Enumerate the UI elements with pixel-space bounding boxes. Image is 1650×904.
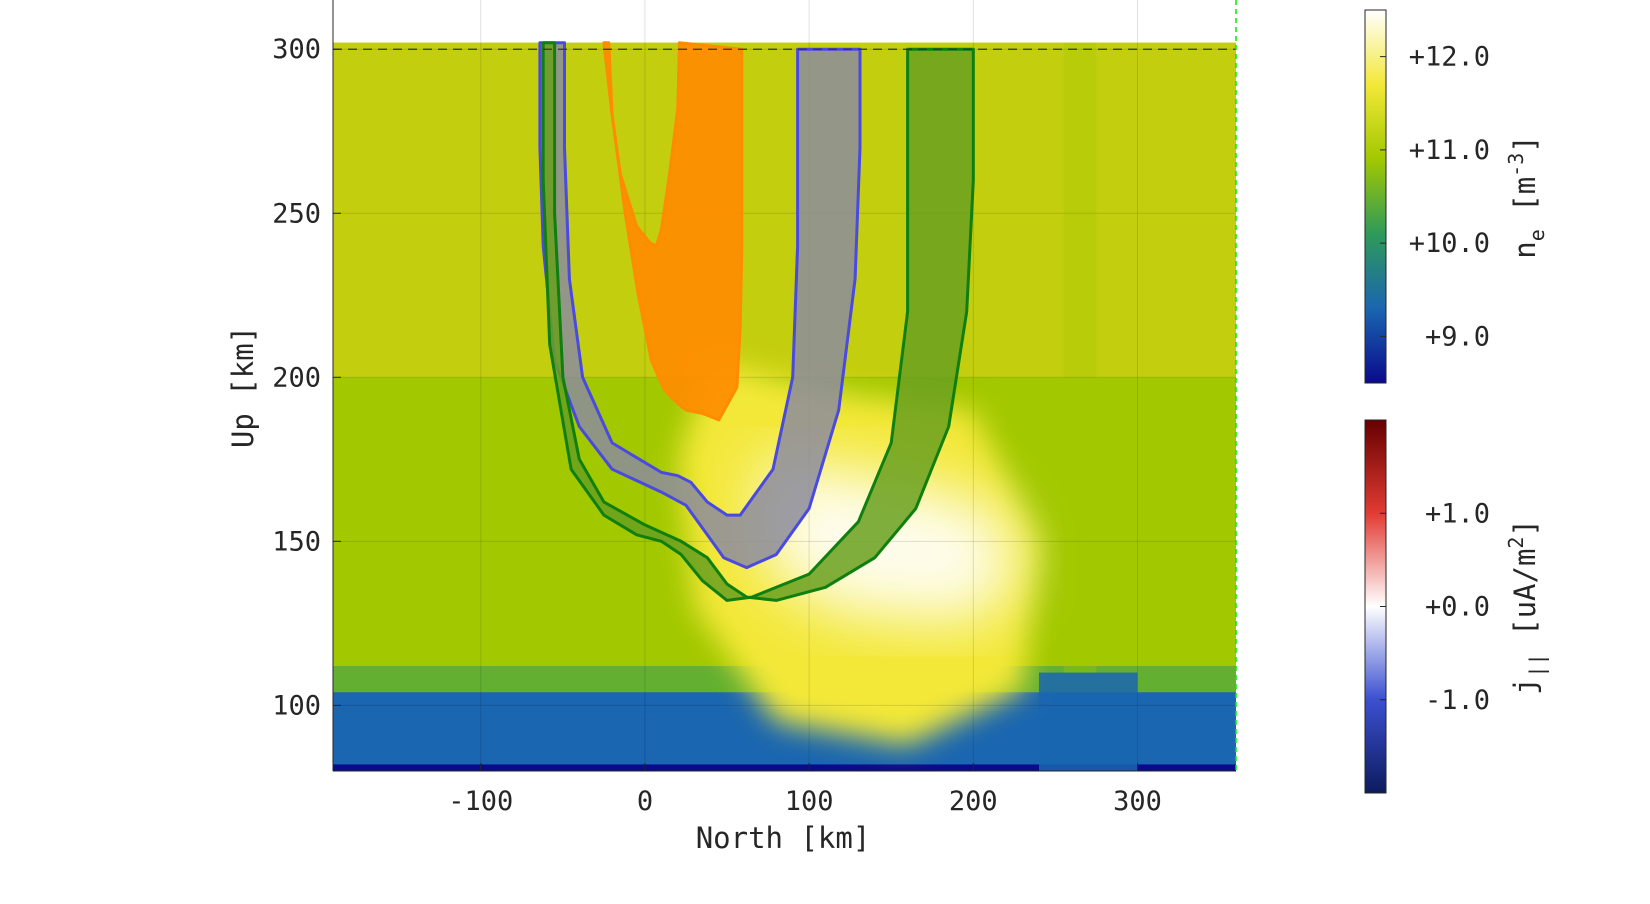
colorbar-tick-label: +1.0	[1425, 498, 1490, 529]
colorbar-tick-label: +12.0	[1409, 42, 1490, 73]
y-tick-label: 100	[272, 690, 321, 721]
density-colorbar: +9.0 +10.0 +11.0 +12.0 ne [m-3]	[1364, 9, 1549, 384]
y-tick-label: 300	[272, 34, 321, 65]
colorbar-tick-label: -1.0	[1425, 685, 1490, 716]
y-tick-label: 150	[272, 526, 321, 557]
flux-tube	[602, 41, 744, 422]
flux-tubes	[333, 41, 1236, 602]
density-colorbar-fill	[1364, 9, 1387, 384]
flux-tube	[538, 41, 862, 570]
x-tick-label: 200	[949, 786, 998, 817]
current-colorbar-ticks: -1.0 +0.0 +1.0	[1380, 498, 1490, 716]
tick-labels: -100 0 100 200 300 100 150 200 250 300	[272, 34, 1162, 817]
plot-area	[333, 0, 1236, 771]
field-bottom-band	[333, 764, 1236, 771]
plot-frame	[332, 0, 1237, 772]
y-axis-label: Up [km]	[226, 326, 260, 448]
colorbar-tick-label: +11.0	[1409, 135, 1490, 166]
flux-tube	[541, 41, 975, 602]
field-upper-band	[333, 42, 1236, 378]
current-colorbar-label: j|| [uA/m2]	[1504, 519, 1549, 695]
field-east-low	[1038, 672, 1138, 771]
current-colorbar: -1.0 +0.0 +1.0 j|| [uA/m2]	[1364, 419, 1549, 794]
density-colorbar-ticks: +9.0 +10.0 +11.0 +12.0	[1380, 42, 1490, 352]
colorbar-tick-label: +10.0	[1409, 228, 1490, 259]
colorbar-tick-label: +0.0	[1425, 592, 1490, 623]
x-tick-label: 0	[637, 786, 653, 817]
y-tick-label: 200	[272, 362, 321, 393]
colorbar-tick-label: +9.0	[1425, 321, 1490, 352]
x-tick-label: 300	[1113, 786, 1162, 817]
x-tick-label: -100	[448, 786, 513, 817]
y-tick-label: 250	[272, 198, 321, 229]
x-axis-label: North [km]	[696, 821, 871, 855]
field-east-stripe	[1063, 42, 1097, 673]
density-colorbar-label: ne [m-3]	[1504, 135, 1549, 258]
x-tick-label: 100	[785, 786, 834, 817]
